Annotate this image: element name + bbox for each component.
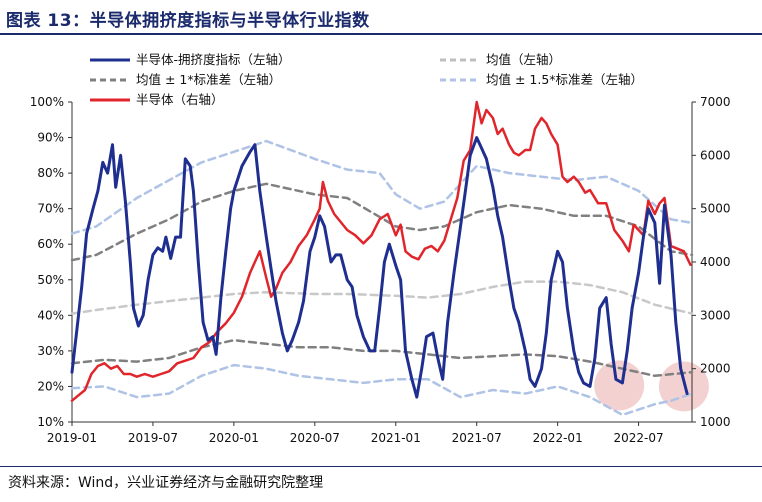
left-tick-label: 100% bbox=[30, 95, 64, 109]
x-tick-label: 2022-07 bbox=[614, 431, 664, 445]
x-tick-label: 2022-01 bbox=[533, 431, 583, 445]
page-title: 图表 13：半导体拥挤度指标与半导体行业指数 bbox=[6, 11, 370, 31]
x-tick-label: 2019-07 bbox=[128, 431, 178, 445]
series-line-7 bbox=[70, 100, 692, 402]
x-tick-label: 2021-07 bbox=[452, 431, 502, 445]
left-tick-label: 30% bbox=[37, 344, 64, 358]
x-tick-label: 2019-01 bbox=[47, 431, 97, 445]
x-tick-label: 2020-07 bbox=[290, 431, 340, 445]
left-tick-label: 20% bbox=[37, 379, 64, 393]
series-line-5 bbox=[70, 139, 694, 235]
x-tick-label: 2021-01 bbox=[371, 431, 421, 445]
highlight-circle-1 bbox=[594, 360, 645, 411]
left-tick-label: 50% bbox=[37, 273, 64, 287]
series-line-1 bbox=[70, 136, 689, 399]
right-tick-label: 1000 bbox=[700, 415, 731, 429]
right-tick-label: 4000 bbox=[700, 255, 731, 269]
left-tick-label: 70% bbox=[37, 202, 64, 216]
right-tick-label: 6000 bbox=[700, 148, 731, 162]
left-tick-label: 40% bbox=[37, 308, 64, 322]
legend-label-5: 半导体（右轴） bbox=[136, 92, 224, 107]
left-tick-label: 10% bbox=[37, 415, 64, 429]
legend-label-4: 均值 ± 1.5*标准差（左轴） bbox=[486, 72, 643, 87]
series-line-4 bbox=[70, 338, 694, 378]
series-line-3 bbox=[70, 182, 694, 262]
legend-label-3: 均值 ± 1*标准差（左轴） bbox=[136, 72, 281, 87]
right-tick-label: 5000 bbox=[700, 202, 731, 216]
source-note: 资料来源：Wind，兴业证券经济与金融研究院整理 bbox=[8, 475, 324, 491]
legend-label-1: 半导体-拥挤度指标（左轴） bbox=[136, 52, 291, 67]
left-tick-label: 80% bbox=[37, 166, 64, 180]
left-tick-label: 60% bbox=[37, 237, 64, 251]
left-tick-label: 90% bbox=[37, 131, 64, 145]
title-rule bbox=[0, 33, 762, 35]
right-tick-label: 3000 bbox=[700, 308, 731, 322]
series-line-2 bbox=[70, 280, 694, 315]
series-line-6 bbox=[70, 363, 694, 417]
footer-rule bbox=[0, 466, 762, 467]
right-tick-label: 2000 bbox=[700, 362, 731, 376]
x-tick-label: 2020-01 bbox=[209, 431, 259, 445]
right-tick-label: 7000 bbox=[700, 95, 731, 109]
legend-label-2: 均值（左轴） bbox=[486, 52, 561, 67]
